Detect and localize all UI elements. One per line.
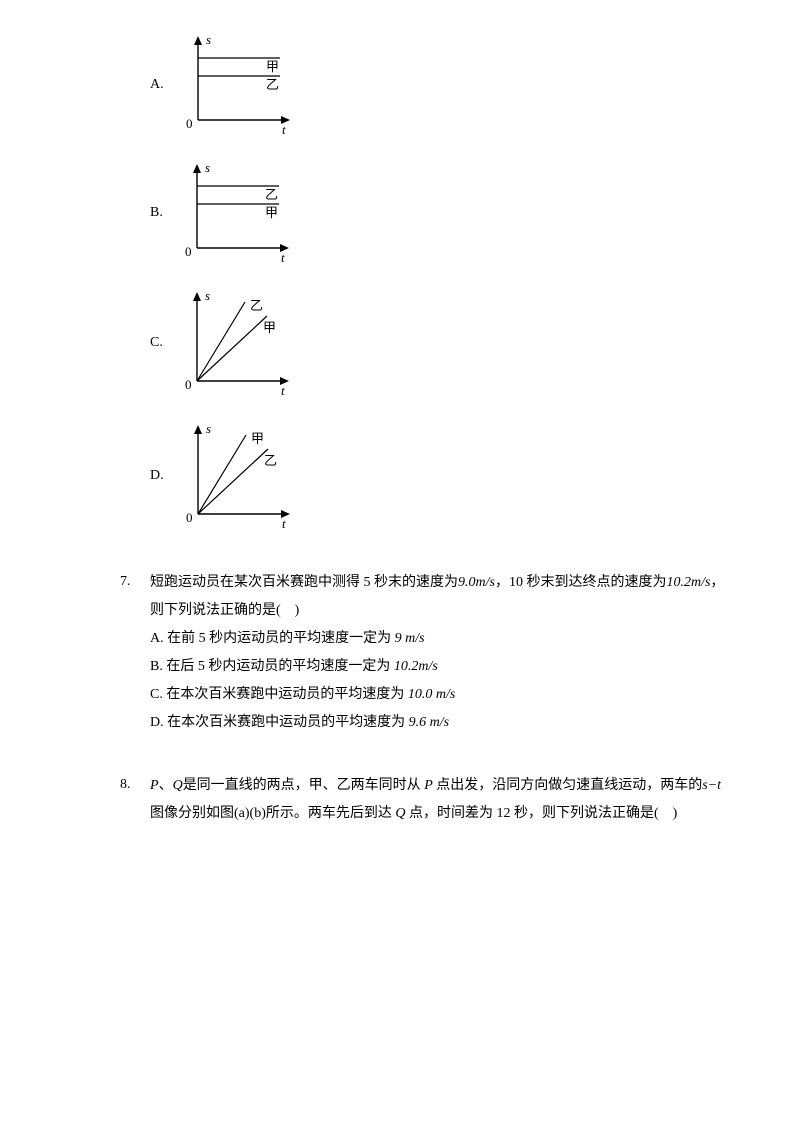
svg-text:乙: 乙 xyxy=(250,298,263,313)
graph-a: s t 0 甲乙 xyxy=(176,30,294,140)
graph-d: s t 0 甲乙 xyxy=(176,419,294,534)
svg-text:s: s xyxy=(205,288,210,303)
q7-number: 7. xyxy=(120,569,150,737)
q7-c-label: C. xyxy=(150,687,163,702)
q7-body: 短跑运动员在某次百米赛跑中测得 5 秒末的速度为9.0m/s，10 秒末到达终点… xyxy=(150,569,734,737)
q7-option-a: A. 在前 5 秒内运动员的平均速度一定为 9 m/s xyxy=(150,625,734,653)
q7-b-text: 在后 5 秒内运动员的平均速度一定为 xyxy=(166,659,390,674)
q7-a-val: 9 m/s xyxy=(395,631,425,646)
option-d-row: D. s t 0 甲乙 xyxy=(150,419,734,534)
q7-a-label: A. xyxy=(150,631,164,646)
q7-a-text: 在前 5 秒内运动员的平均速度一定为 xyxy=(167,631,391,646)
q7-b-val: 10.2m/s xyxy=(394,659,438,674)
svg-text:0: 0 xyxy=(186,510,193,525)
option-a-row: A. s t 0 甲乙 xyxy=(150,30,734,140)
svg-text:甲: 甲 xyxy=(263,320,276,335)
q8-p1e: P xyxy=(424,778,433,793)
svg-text:s: s xyxy=(206,421,211,436)
q7-c-text: 在本次百米赛跑中运动员的平均速度为 xyxy=(166,687,404,702)
q8-p1c: Q xyxy=(173,778,183,793)
q8-p2f: 点，时间差为 12 秒，则下列说法正确是( ) xyxy=(406,806,678,821)
q7-option-b: B. 在后 5 秒内运动员的平均速度一定为 10.2m/s xyxy=(150,653,734,681)
svg-text:乙: 乙 xyxy=(266,77,279,92)
svg-text:0: 0 xyxy=(186,116,193,131)
q8-p2c: (a)(b) xyxy=(234,806,266,821)
svg-text:t: t xyxy=(282,122,286,137)
option-d-label: D. xyxy=(150,463,164,490)
q8-p2e: Q xyxy=(395,806,405,821)
svg-text:s: s xyxy=(206,32,211,47)
q8-p2a: s−t xyxy=(702,778,721,793)
q8-p1d: 是同一直线的两点，甲、乙两车同时从 xyxy=(183,778,425,793)
q8-p2b: 图像分别如图 xyxy=(150,806,234,821)
option-b-row: B. s t 0 乙甲 xyxy=(150,158,734,268)
option-c-row: C. s t 0 乙甲 xyxy=(150,286,734,401)
q7-text: 短跑运动员在某次百米赛跑中测得 5 秒末的速度为9.0m/s，10 秒末到达终点… xyxy=(150,569,734,625)
svg-text:乙: 乙 xyxy=(264,453,277,468)
svg-text:t: t xyxy=(281,383,285,398)
q7-v1: 9.0m/s xyxy=(458,575,495,590)
q7-option-d: D. 在本次百米赛跑中运动员的平均速度为 9.6 m/s xyxy=(150,709,734,737)
graph-options: A. st0甲乙 B. st0乙甲 C. st0乙甲 D. st0甲乙 xyxy=(120,30,734,534)
graph-b: s t 0 乙甲 xyxy=(175,158,293,268)
q7-d-label: D. xyxy=(150,715,164,730)
q8-p2d: 所示。两车先后到达 xyxy=(266,806,396,821)
q8-p1a: P xyxy=(150,778,159,793)
q7-option-c: C. 在本次百米赛跑中运动员的平均速度为 10.0 m/s xyxy=(150,681,734,709)
svg-text:t: t xyxy=(281,250,285,265)
q7-d-val: 9.6 m/s xyxy=(409,715,449,730)
option-a-label: A. xyxy=(150,72,164,99)
q7-v2: 10.2m/s xyxy=(666,575,710,590)
q7-p1: 短跑运动员在某次百米赛跑中测得 5 秒末的速度为 xyxy=(150,575,458,590)
svg-text:s: s xyxy=(205,160,210,175)
q8-text: P、Q是同一直线的两点，甲、乙两车同时从 P 点出发，沿同方向做匀速直线运动，两… xyxy=(150,772,734,828)
q7-p2: ，10 秒末到达终点的速度为 xyxy=(495,575,667,590)
q8-p1f: 点出发，沿同方向做匀速直线运动，两车的 xyxy=(433,778,703,793)
q8-number: 8. xyxy=(120,772,150,828)
q8-p1b: 、 xyxy=(159,778,173,793)
svg-text:0: 0 xyxy=(185,244,192,259)
q7-b-label: B. xyxy=(150,659,163,674)
svg-text:甲: 甲 xyxy=(251,431,264,446)
svg-text:0: 0 xyxy=(185,377,192,392)
q7-c-val: 10.0 m/s xyxy=(408,687,455,702)
option-b-label: B. xyxy=(150,200,163,227)
svg-text:甲: 甲 xyxy=(266,59,279,74)
svg-text:t: t xyxy=(282,516,286,531)
q7-d-text: 在本次百米赛跑中运动员的平均速度为 xyxy=(167,715,405,730)
svg-text:乙: 乙 xyxy=(265,187,278,202)
svg-text:甲: 甲 xyxy=(265,205,278,220)
question-8: 8. P、Q是同一直线的两点，甲、乙两车同时从 P 点出发，沿同方向做匀速直线运… xyxy=(120,772,734,828)
option-c-label: C. xyxy=(150,330,163,357)
graph-c: s t 0 乙甲 xyxy=(175,286,293,401)
q8-body: P、Q是同一直线的两点，甲、乙两车同时从 P 点出发，沿同方向做匀速直线运动，两… xyxy=(150,772,734,828)
question-7: 7. 短跑运动员在某次百米赛跑中测得 5 秒末的速度为9.0m/s，10 秒末到… xyxy=(120,569,734,737)
